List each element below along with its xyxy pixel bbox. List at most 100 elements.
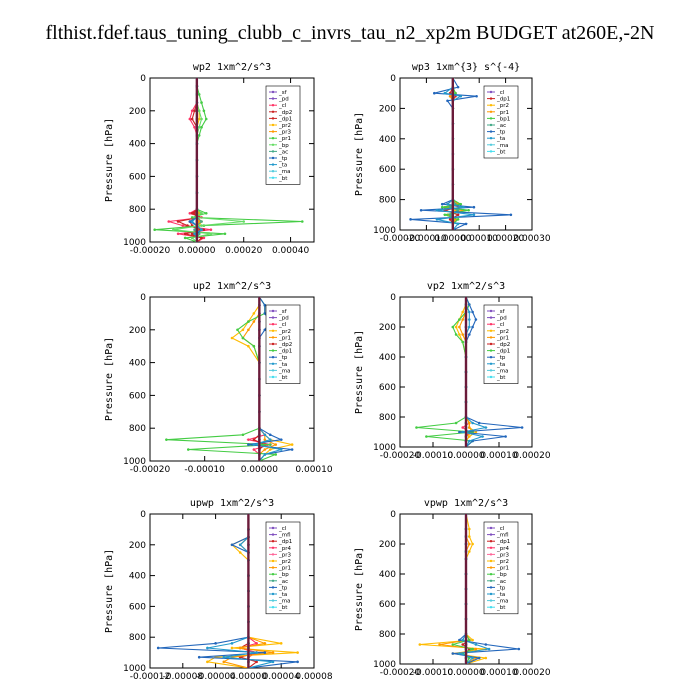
series-point [468, 325, 471, 329]
legend-marker [271, 599, 275, 602]
figure-title: flthist.fdef.taus_tuning_clubb_c_invrs_t… [45, 22, 655, 44]
series-point [458, 325, 461, 329]
legend-label: _dp1 [278, 349, 292, 355]
series-point [183, 236, 187, 240]
series-point [268, 443, 272, 446]
series-point [230, 642, 234, 645]
y-tick-label: 200 [379, 540, 396, 550]
series-point [509, 213, 513, 217]
series-point [472, 205, 476, 209]
legend-label: _pr3 [496, 552, 510, 558]
legend-marker [489, 150, 493, 153]
legend-marker [271, 176, 275, 179]
series-point [461, 643, 465, 646]
series-point [156, 646, 160, 650]
legend-marker [271, 97, 275, 100]
legend-label: _dp2 [496, 342, 510, 348]
series-point [468, 550, 471, 553]
legend-label: _pr2 [496, 559, 509, 565]
series-point [206, 646, 209, 650]
y-tick-label: 600 [129, 391, 146, 401]
y-axis-label: Pressure [hPa] [354, 112, 365, 196]
series-group [165, 297, 294, 461]
series-point [448, 213, 452, 217]
series-point [454, 202, 457, 206]
legend-label: _bp [496, 572, 507, 578]
series-point [487, 647, 491, 651]
series-point [438, 643, 441, 646]
series-point [481, 435, 484, 438]
series-point [474, 318, 478, 321]
legend-marker [271, 566, 275, 569]
series-point [468, 426, 471, 429]
series-point [296, 660, 299, 664]
x-tick-label: 0.00010 [461, 234, 498, 244]
series-point [200, 224, 203, 227]
legend-marker [271, 336, 275, 339]
series-point [193, 228, 196, 231]
series-point [222, 660, 226, 664]
series-point [468, 435, 471, 438]
legend-marker [489, 592, 493, 596]
legend-marker [271, 375, 275, 379]
series-point [461, 333, 465, 336]
legend-label: _tp [278, 585, 288, 591]
series-group [415, 297, 524, 447]
legend-marker [271, 526, 275, 530]
chart-panel-3: up2 1xm^2/s^3 Pressure [hPa] 0 200 400 600 800… [104, 281, 333, 475]
series-point [202, 109, 206, 113]
series-point [252, 344, 256, 348]
legend-label: _pr4 [496, 546, 510, 552]
series-point [197, 232, 201, 236]
series-point [230, 543, 234, 547]
series-point [504, 435, 507, 438]
legend-label: _pr2 [278, 559, 291, 565]
y-tick-label: 1000 [123, 238, 146, 248]
y-tick-label: 400 [379, 135, 396, 145]
series-point [461, 310, 465, 314]
series-point [190, 236, 194, 240]
y-tick-label: 400 [129, 359, 146, 369]
series-point [471, 638, 474, 642]
series-point [241, 336, 245, 340]
series-point [252, 438, 256, 441]
legend-marker [271, 90, 275, 94]
series-point [204, 117, 208, 121]
legend-marker [489, 533, 493, 536]
legend-marker [271, 110, 275, 114]
series-point [451, 643, 455, 646]
legend-marker [489, 579, 493, 582]
legend-label: _pr2 [496, 329, 509, 335]
series-point [209, 232, 213, 236]
series-point [454, 325, 458, 329]
chart-panel-2: wp3 1xm^{3} s^{-4} Pressure [hPa] 0 200 400 6… [354, 62, 551, 244]
x-tick-label: 0.00010 [480, 668, 517, 678]
series-point [443, 213, 447, 217]
y-tick-label: 200 [129, 541, 146, 551]
legend-label: _cl [278, 526, 287, 532]
series-point [458, 652, 461, 655]
x-tick-label: 0.00000 [447, 668, 484, 678]
legend-label: _dp1 [496, 97, 510, 103]
series-point [520, 426, 524, 429]
legend-label: _cl [496, 90, 505, 96]
legend-label: _pr2 [496, 103, 509, 109]
legend-marker [489, 110, 493, 114]
legend-marker [489, 90, 493, 94]
series-point [190, 109, 194, 113]
series-point [446, 202, 449, 206]
series-point [443, 91, 447, 95]
series-point [448, 205, 452, 209]
series-point [468, 638, 471, 642]
series-point [167, 220, 171, 223]
series-point [484, 656, 488, 660]
series-point [190, 232, 194, 236]
legend-marker [489, 369, 493, 372]
legend-label: _sf [278, 309, 288, 315]
x-tick-label: 0.00000 [241, 465, 278, 475]
series-point [176, 220, 180, 223]
series-point [471, 325, 474, 329]
series-point [241, 328, 245, 332]
legend: _sf_pd_cl_pr2_pr1_dp2_dp1_tp_ta_ma_bt [483, 304, 519, 384]
series-point [252, 320, 256, 323]
